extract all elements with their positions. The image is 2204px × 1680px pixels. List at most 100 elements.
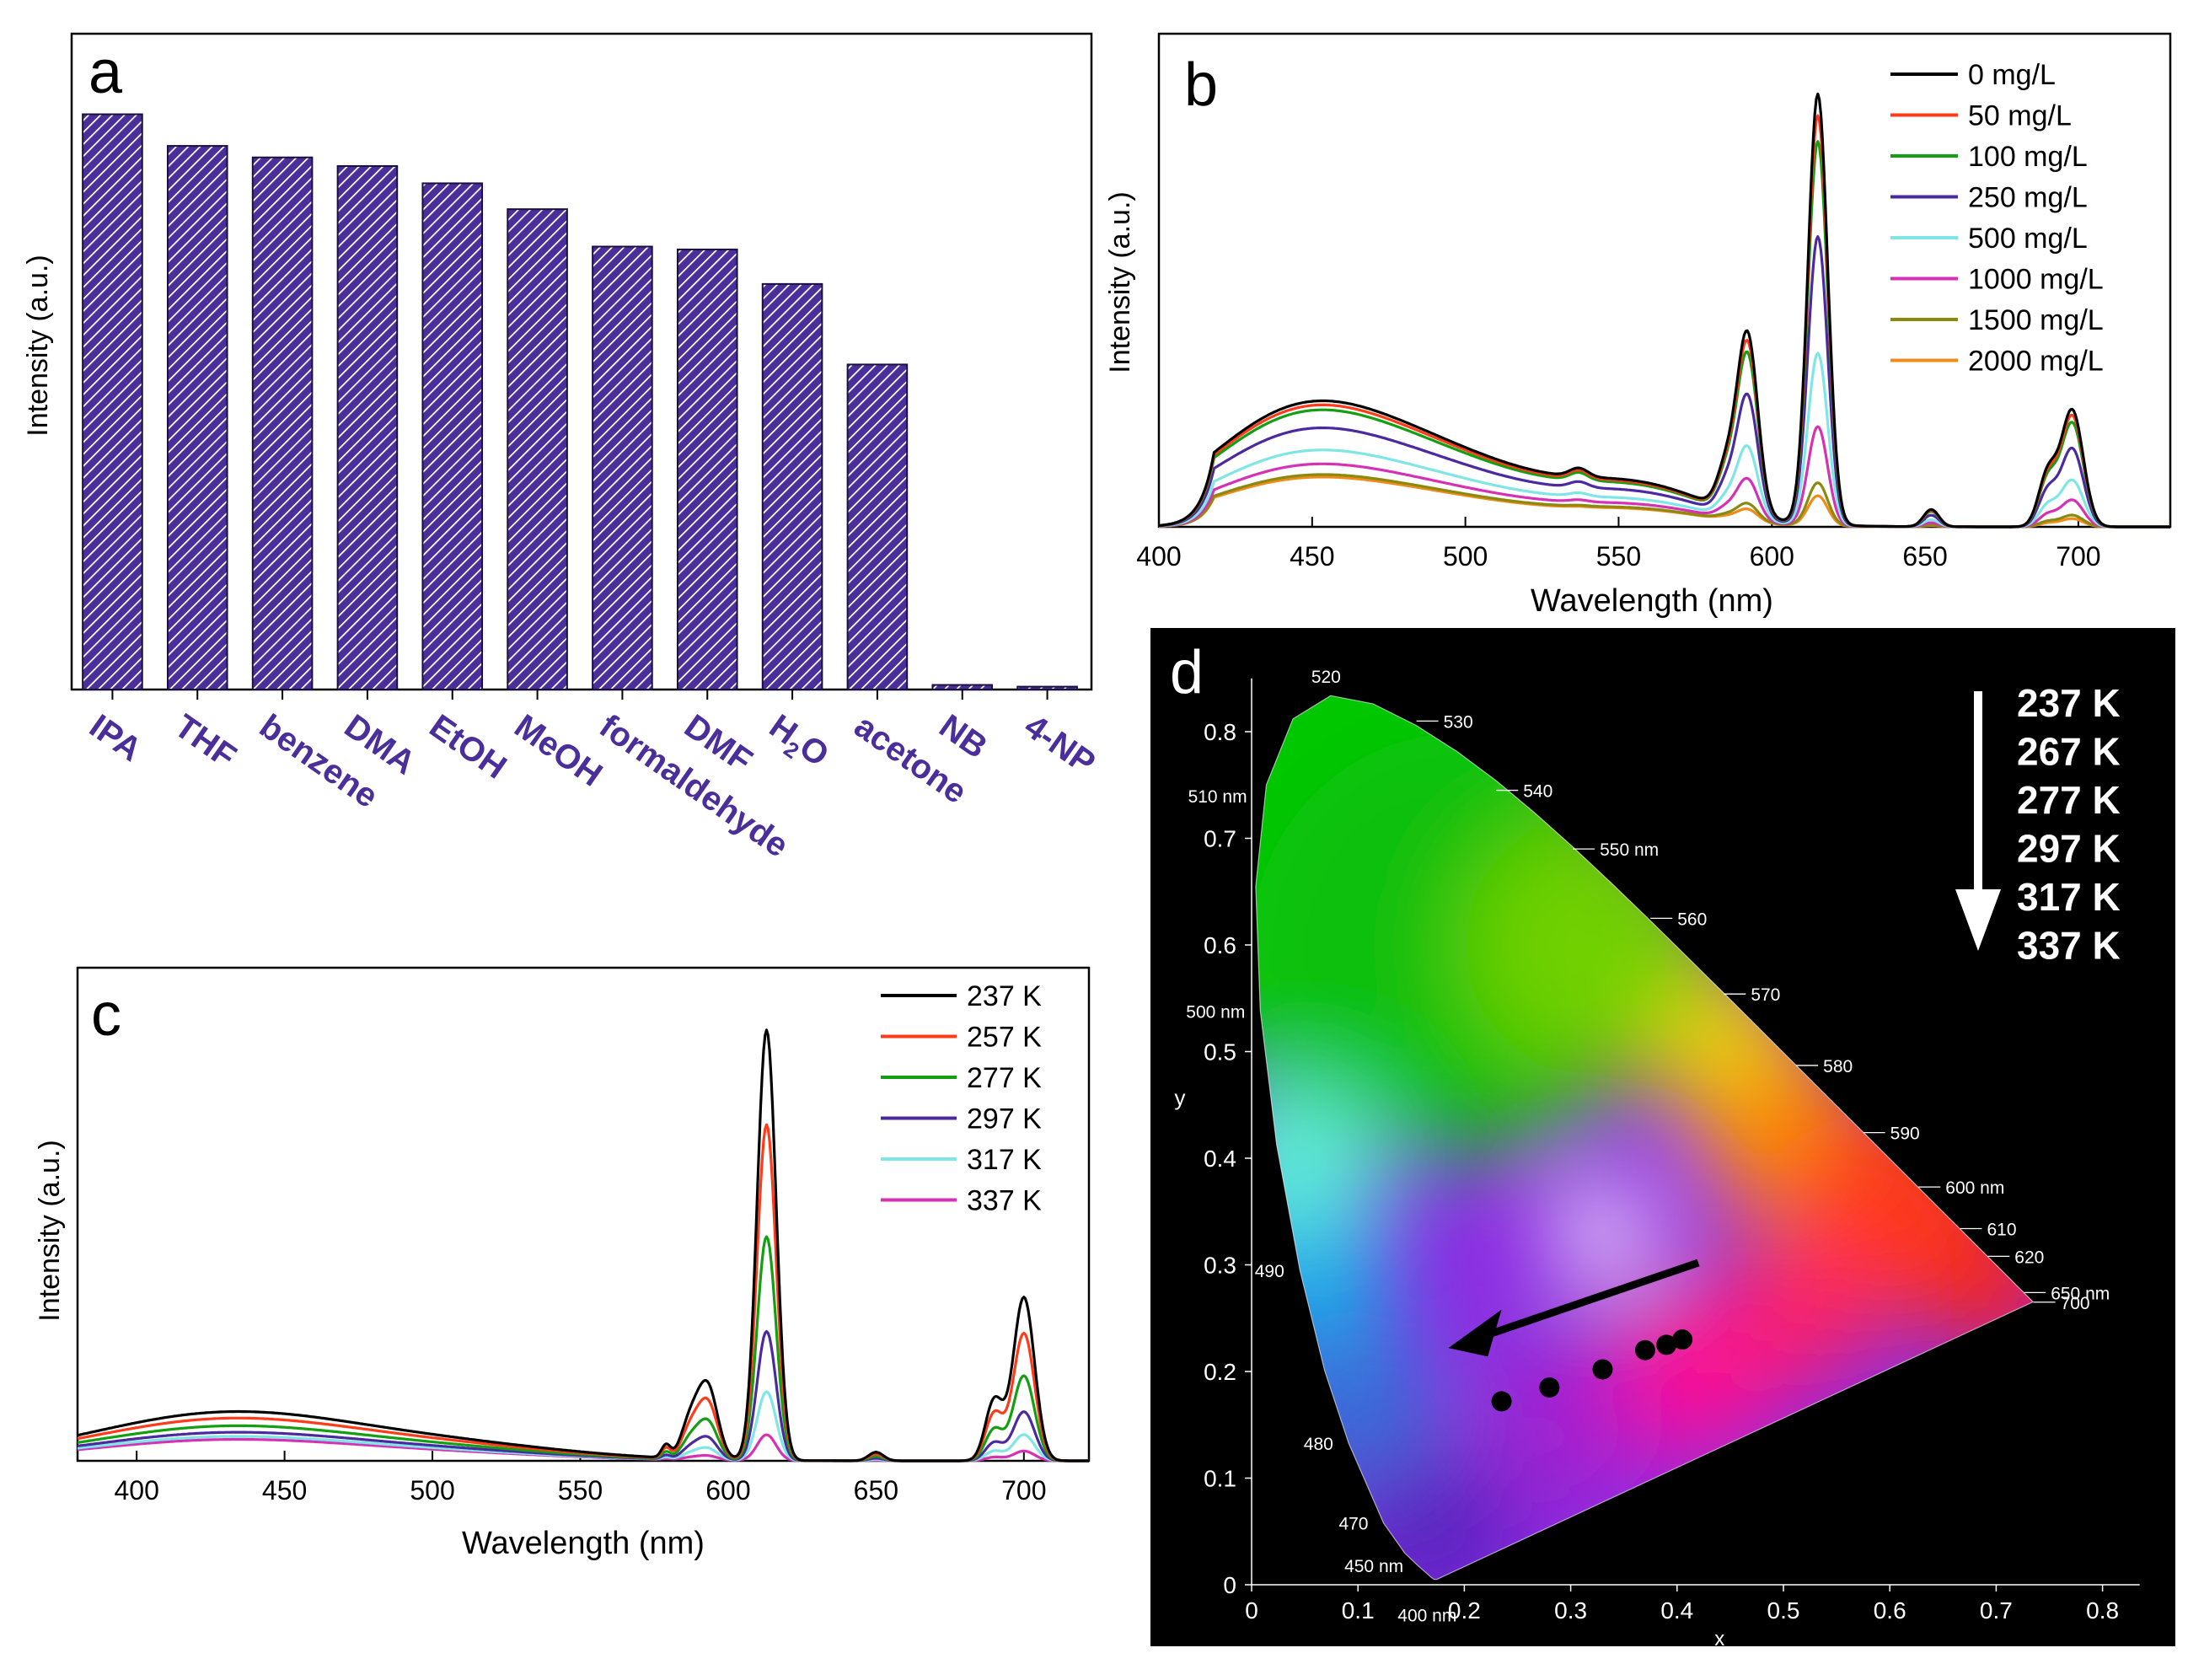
legend-label-2: 277 K bbox=[967, 1062, 1042, 1094]
bar-3 bbox=[336, 164, 399, 690]
series-line-3 bbox=[77, 1329, 1089, 1463]
wl-label-8: 500 nm bbox=[1186, 1002, 1245, 1022]
wl-label-15: 700 bbox=[2061, 1294, 2090, 1313]
legend-label-0: 237 K bbox=[967, 980, 1042, 1012]
panel-d-label: d bbox=[1170, 639, 1204, 706]
ticks-b: 400 450 500 550 600 650 700 bbox=[1136, 517, 2101, 572]
legend-label-6: 1500 mg/L bbox=[1968, 304, 2104, 336]
wl-label-12: 620 bbox=[2014, 1248, 2044, 1267]
legend-d-arrow-head bbox=[1955, 889, 2001, 951]
series-line-0 bbox=[77, 1028, 1089, 1463]
wl-label-16: 480 bbox=[1304, 1435, 1333, 1454]
d-ylabel: y bbox=[1175, 1085, 1186, 1110]
bar-label-10: NB bbox=[933, 707, 995, 765]
d-x-tick-label-3: 0.3 bbox=[1554, 1597, 1587, 1624]
wl-label-1: 530 bbox=[1444, 712, 1473, 732]
wl-label-0: 520 bbox=[1311, 668, 1341, 687]
cie-point-2 bbox=[1634, 1339, 1655, 1361]
bar-1 bbox=[166, 145, 228, 691]
cie-points bbox=[1491, 1329, 1693, 1412]
legend-label-3: 250 mg/L bbox=[1968, 182, 2088, 214]
bars-a bbox=[82, 113, 1078, 691]
x-tick-label-4: 600 bbox=[1750, 541, 1794, 572]
wl-label-5: 560 bbox=[1677, 910, 1707, 929]
d-y-tick-label-7: 0.7 bbox=[1204, 826, 1236, 852]
wl-label-19: 400 nm bbox=[1397, 1607, 1456, 1626]
x-tick-label-2: 500 bbox=[1443, 541, 1488, 572]
cie-point-5 bbox=[1491, 1391, 1512, 1412]
x-tick-label-3: 550 bbox=[1596, 541, 1641, 572]
legend-label-7: 2000 mg/L bbox=[1968, 346, 2104, 378]
wl-label-17: 470 bbox=[1338, 1515, 1368, 1534]
legend-label-4: 317 K bbox=[967, 1144, 1042, 1176]
panel-c-label: c bbox=[91, 981, 121, 1049]
legend-label-4: 500 mg/L bbox=[1968, 223, 2088, 255]
wl-label-9: 590 bbox=[1890, 1124, 1920, 1144]
x-tick-label-2: 500 bbox=[410, 1475, 454, 1506]
d-y-tick-label-5: 0.5 bbox=[1204, 1039, 1236, 1065]
bar-7 bbox=[676, 248, 738, 690]
bar-label-0: IPA bbox=[83, 707, 147, 769]
series-line-0 bbox=[1158, 92, 2170, 529]
d-y-tick-label-8: 0.8 bbox=[1204, 719, 1236, 745]
x-tick-label-1: 450 bbox=[1290, 541, 1334, 572]
cie-axes: 0 0.1 0.2 0.3 0.4 0.5 0.6 0.7 0.8 0 0.1 0.2 0.3 0.4 0.… bbox=[1175, 678, 2140, 1650]
legend-d-arrow-shaft bbox=[1974, 691, 1982, 894]
cie-arrow bbox=[1448, 1259, 1700, 1357]
bar-label-8: H2O bbox=[759, 707, 835, 778]
wl-label-7: 580 bbox=[1823, 1057, 1853, 1076]
legend-label-5: 1000 mg/L bbox=[1968, 264, 2104, 296]
bar-0 bbox=[82, 113, 143, 690]
x-tick-label-1: 450 bbox=[262, 1475, 307, 1506]
panel-b-ylabel: Intensity (a.u.) bbox=[1104, 191, 1136, 373]
wl-label-3: 510 nm bbox=[1188, 787, 1247, 807]
bar-8 bbox=[761, 282, 823, 690]
panel-b-xlabel: Wavelength (nm) bbox=[1531, 583, 1773, 619]
d-x-tick-label-2: 0.2 bbox=[1448, 1597, 1481, 1624]
gamut-blob-14 bbox=[1554, 1184, 1651, 1281]
bar-ticks-a bbox=[111, 690, 1048, 700]
panel-b-label: b bbox=[1184, 51, 1218, 119]
gamut-blob-13 bbox=[1729, 1232, 1880, 1382]
d-x-tick-label-0: 0 bbox=[1245, 1597, 1258, 1624]
cie-point-0 bbox=[1672, 1329, 1693, 1350]
legend-b: 0 mg/L 50 mg/L 100 mg/L 250 mg/L 500 mg/L 100… bbox=[1890, 59, 2104, 378]
d-y-tick-label-1: 0.1 bbox=[1204, 1466, 1236, 1492]
d-y-tick-label-2: 0.2 bbox=[1204, 1359, 1236, 1385]
bar-10 bbox=[931, 684, 994, 690]
d-x-tick-label-1: 0.1 bbox=[1342, 1597, 1375, 1624]
x-tick-label-0: 400 bbox=[114, 1475, 158, 1506]
gamut-outline bbox=[1255, 695, 2035, 1581]
cie-point-1 bbox=[1656, 1334, 1677, 1355]
d-x-tick-label-5: 0.5 bbox=[1767, 1597, 1800, 1624]
d-x-tick-label-4: 0.4 bbox=[1660, 1597, 1693, 1624]
legend-c: 237 K 257 K 277 K 297 K 317 K 337 K bbox=[881, 980, 1042, 1217]
wl-label-4: 550 nm bbox=[1600, 840, 1659, 860]
panel-a-ylabel: Intensity (a.u.) bbox=[22, 255, 54, 436]
wl-label-2: 540 bbox=[1523, 782, 1552, 802]
legend-label-1: 257 K bbox=[967, 1022, 1042, 1054]
cie-point-4 bbox=[1539, 1377, 1560, 1398]
panel-c-ylabel: Intensity (a.u.) bbox=[34, 1140, 66, 1321]
bar-label-5: MeOH bbox=[507, 707, 609, 793]
d-x-tick-label-7: 0.7 bbox=[1980, 1597, 2013, 1624]
cie-arrow-shaft bbox=[1462, 1259, 1700, 1347]
d-y-tick-label-4: 0.4 bbox=[1204, 1146, 1236, 1172]
legend-d-label-4: 317 K bbox=[2017, 875, 2121, 919]
d-x-tick-label-6: 0.6 bbox=[1874, 1597, 1906, 1624]
panel-d: 0 0.1 0.2 0.3 0.4 0.5 0.6 0.7 0.8 0 0.1 0.2 0.3 0.4 0.… bbox=[1150, 628, 2175, 1650]
d-x-tick-label-8: 0.8 bbox=[2086, 1597, 2119, 1624]
d-y-tick-label-0: 0 bbox=[1223, 1572, 1236, 1598]
bar-5 bbox=[507, 208, 568, 691]
legend-label-0: 0 mg/L bbox=[1968, 59, 2056, 91]
legend-label-3: 297 K bbox=[967, 1103, 1042, 1135]
panel-a-frame bbox=[70, 32, 1093, 691]
legend-label-1: 50 mg/L bbox=[1968, 100, 2072, 132]
bar-label-1: THF bbox=[168, 707, 243, 776]
legend-d-label-1: 267 K bbox=[2017, 730, 2121, 774]
panel-c-xlabel: Wavelength (nm) bbox=[462, 1526, 705, 1561]
x-tick-label-5: 650 bbox=[1902, 541, 1947, 572]
wl-label-13: 490 bbox=[1255, 1262, 1284, 1281]
